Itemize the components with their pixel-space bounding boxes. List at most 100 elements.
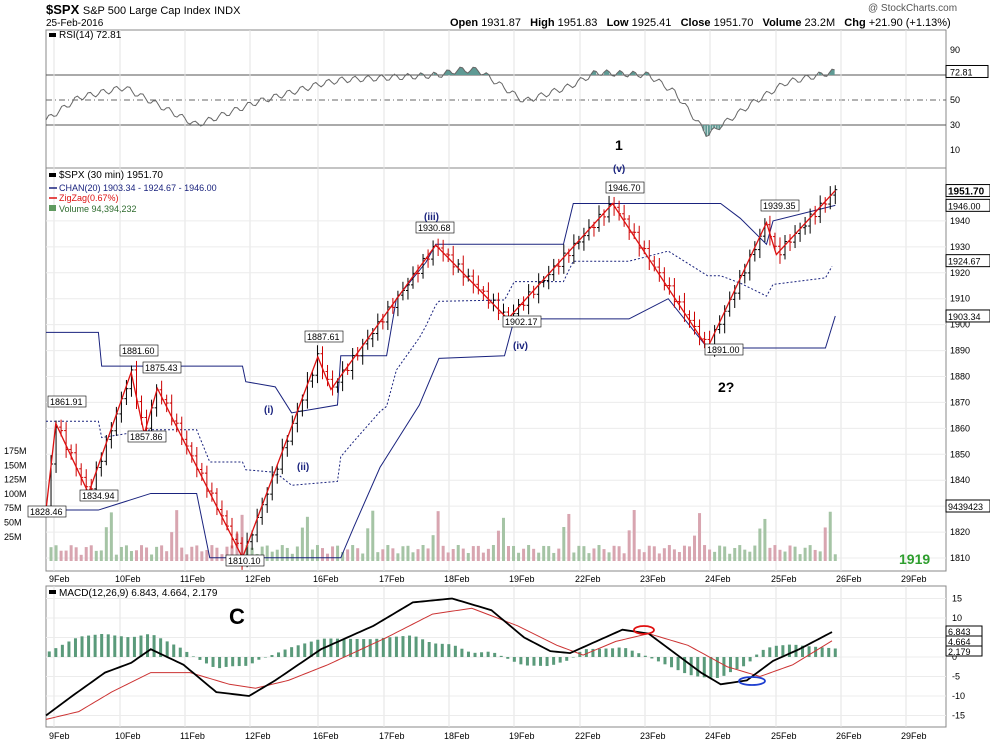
volume-bar [134, 550, 138, 561]
macd-histogram-bar [617, 647, 621, 657]
volume-bar [426, 548, 430, 561]
volume-bar [662, 548, 666, 561]
volume-bar [552, 552, 556, 561]
price-label-box [27, 505, 67, 518]
rsi-overbought-fill [590, 70, 597, 75]
volume-bar [245, 545, 249, 561]
macd-histogram-bar [211, 657, 215, 667]
rsi-overbought-fill [433, 72, 437, 75]
volume-bar [466, 552, 470, 561]
volume-bar [773, 545, 777, 561]
volume-bar [49, 547, 53, 561]
macd-histogram-bar [709, 657, 713, 678]
price-y-tick-label: 1830 [950, 501, 970, 511]
macd-histogram-bar [414, 636, 418, 657]
price-legend-swatch [49, 173, 56, 177]
volume-bar [74, 547, 78, 561]
x-tick-label: 19Feb [509, 574, 535, 584]
macd-histogram-bar [715, 657, 719, 678]
x-tick-label: 19Feb [509, 731, 535, 741]
volume-bar [733, 547, 737, 561]
rsi-value-box [945, 64, 989, 78]
x-tick-label: 16Feb [313, 574, 339, 584]
volume-bar [562, 527, 566, 561]
volume-tick-label: 100M [4, 489, 27, 499]
macd-value-box [945, 635, 983, 647]
macd-histogram-bar [571, 657, 575, 658]
macd-histogram-bar [270, 655, 274, 657]
volume-bar [336, 545, 340, 561]
volume-bar [607, 552, 611, 561]
ohlc-bar: Open 1931.87 High 1951.83 Low 1925.41 Cl… [450, 17, 951, 29]
volume-bar [778, 549, 782, 561]
macd-histogram-bar [643, 655, 647, 657]
macd-histogram-bar [152, 635, 156, 657]
volume-bar [140, 545, 144, 561]
macd-histogram-bar [165, 641, 169, 657]
macd-histogram-bar [814, 646, 818, 657]
volume-bar [114, 554, 118, 561]
volume-bar [315, 545, 319, 561]
macd-histogram-bar [578, 651, 582, 657]
macd-histogram-bar [689, 657, 693, 676]
macd-y-tick-label: 15 [952, 594, 962, 604]
x-tick-label: 25Feb [771, 574, 797, 584]
macd-signal-line [45, 607, 833, 720]
volume-bar [677, 552, 681, 561]
macd-histogram-bar [768, 647, 772, 657]
volume-bar [129, 551, 133, 561]
macd-histogram-bar [185, 651, 189, 657]
volume-bar [265, 545, 269, 561]
rsi-line [45, 66, 835, 138]
macd-histogram-bar [630, 650, 634, 657]
x-tick-label: 17Feb [379, 731, 405, 741]
volume-bar [713, 551, 717, 561]
x-tick-label: 16Feb [313, 731, 339, 741]
volume-bar [320, 548, 324, 561]
volume-bar [124, 545, 128, 561]
price-label: 1875.43 [145, 363, 178, 373]
macd-histogram-bar [519, 657, 523, 665]
volume-bar [622, 553, 626, 561]
x-tick-label: 26Feb [836, 731, 862, 741]
wave-1-label: 1 [615, 137, 623, 153]
volume-bar [602, 549, 606, 561]
volume-bar [542, 545, 546, 561]
price-label-box [127, 430, 167, 443]
macd-histogram-bar [100, 633, 104, 657]
volume-bar [572, 552, 576, 561]
macd-value-box [945, 625, 983, 637]
macd-histogram-bar [702, 657, 706, 678]
volume-bar [532, 548, 536, 561]
volume-bar [225, 546, 229, 561]
macd-histogram-bar [277, 652, 281, 657]
macd-histogram-bar [722, 657, 726, 676]
channel-upper [46, 203, 836, 414]
macd-histogram-bar [178, 647, 182, 657]
volume-bar [331, 546, 335, 561]
macd-histogram-bar [774, 645, 778, 657]
macd-value: 4.664 [948, 637, 971, 647]
macd-histogram-bar [329, 638, 333, 657]
macd-histogram-bar [322, 638, 326, 657]
rsi-overbought-fill [420, 72, 424, 75]
x-tick-label: 26Feb [836, 574, 862, 584]
macd-histogram-bar [801, 645, 805, 657]
volume-bar [687, 546, 691, 561]
right-axis-value-box [945, 184, 990, 198]
macd-histogram-bar [335, 638, 339, 657]
volume-bar [728, 553, 732, 561]
volume-bar [79, 554, 83, 561]
macd-histogram-bar [283, 649, 287, 657]
volume-bar [788, 545, 792, 561]
price-label: 1861.91 [50, 397, 83, 407]
volume-bar [411, 552, 415, 561]
macd-histogram-bar [460, 648, 464, 657]
price-y-tick-label: 1910 [950, 294, 970, 304]
price-panel [45, 167, 947, 572]
channel-lower [46, 298, 836, 559]
macd-histogram-bar [191, 656, 195, 657]
rsi-y-tick-label: 90 [950, 45, 960, 55]
volume-bar [421, 545, 425, 561]
